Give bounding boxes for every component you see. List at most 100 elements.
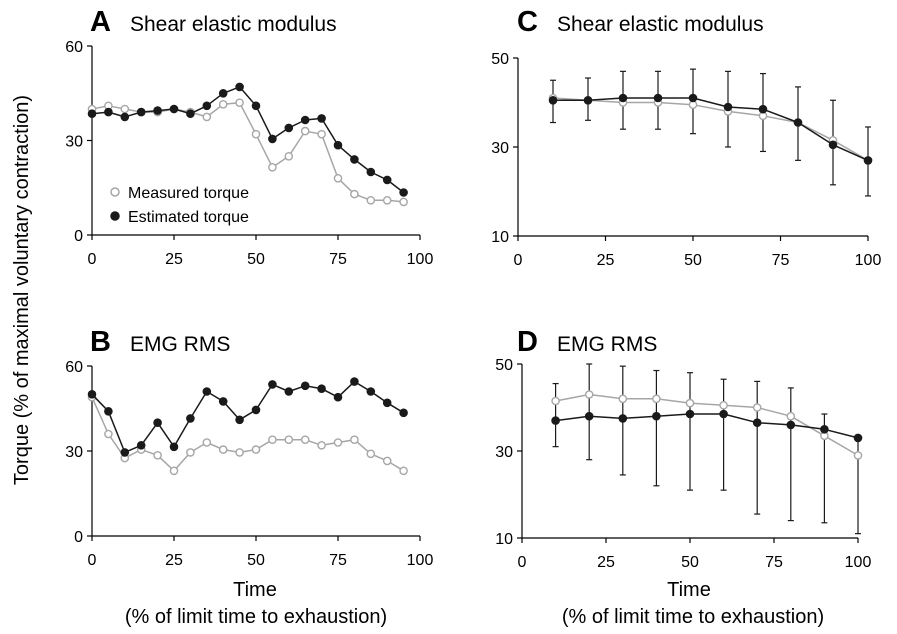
panel-a-estimated-point	[251, 101, 261, 111]
panel-b-letter: B	[90, 326, 111, 358]
panel-c-estimated-point	[548, 96, 558, 105]
panel-a-x-tick-label: 50	[247, 251, 265, 268]
panel-b-measured-point	[218, 445, 228, 454]
panel-d-measured-point	[652, 394, 661, 404]
panel-d-y-tick-label: 30	[495, 444, 513, 461]
panel-b-estimated-point	[366, 387, 376, 396]
panel-d-x-tick-label: 100	[845, 554, 872, 571]
panel-a-estimated-point	[317, 114, 326, 123]
panel-b-estimated-point	[218, 397, 228, 406]
panel-b-measured-point	[300, 435, 310, 445]
panel-a-estimated-point	[104, 107, 113, 117]
panel-a-measured-point	[284, 151, 294, 161]
legend-label-measured: Measured torque	[128, 185, 249, 202]
panel-b-plot: 0 30 60 0 25 50 75 100	[65, 359, 433, 569]
panel-b-y-tick-label: 0	[74, 529, 83, 546]
x-axis-label-right: Time	[667, 579, 711, 601]
panel-b-estimated-point	[169, 442, 179, 452]
panel-c-estimated-point	[583, 96, 593, 105]
panel-d-estimated-point	[618, 414, 628, 423]
panel-d-measured-point	[853, 451, 863, 460]
panel-a-estimated-line	[91, 86, 405, 194]
panel-a-estimated-point	[202, 101, 212, 111]
panel-a-estimated-point	[136, 107, 146, 117]
panel-b-measured-point	[333, 438, 343, 447]
panel-a-measured-point	[120, 104, 130, 114]
panel-b-estimated-point	[399, 408, 408, 418]
panel-b-estimated-point	[87, 389, 97, 399]
panel-b-title: EMG RMS	[130, 333, 230, 356]
panel-a-measured-point	[350, 189, 359, 199]
panel-b-estimated-point	[317, 384, 326, 394]
panel-a-measured-point	[218, 100, 228, 109]
panel-d-measured-point	[551, 396, 560, 406]
panel-a-estimated-point	[350, 155, 359, 164]
panel-b-estimated-point	[350, 377, 359, 386]
panel-d-estimated-point	[584, 411, 594, 421]
panel-a-estimated-point	[169, 104, 179, 114]
panel-c-estimated-point	[758, 104, 768, 114]
panel-b-x-tick-label: 100	[407, 552, 434, 569]
panel-b-measured-point	[235, 448, 244, 457]
panel-c-estimated-point	[863, 156, 873, 165]
panel-d-estimated-point	[853, 433, 863, 443]
panel-d-x-tick-label: 0	[518, 554, 527, 571]
panel-b-estimated-point	[104, 406, 113, 416]
panel-c-y-tick-label: 50	[491, 51, 509, 68]
panel-b-measured-point	[399, 466, 408, 476]
panel-c-estimated-point	[828, 140, 838, 150]
panel-d-measured-point	[719, 400, 728, 410]
panel-a-estimated-point	[218, 89, 228, 98]
panel-d-plot: 10 30 50 0 25 50 75 100	[495, 357, 871, 571]
panel-a-measured-point	[399, 197, 408, 207]
panel-a-estimated-point	[87, 109, 97, 118]
y-axis-label: Torque (% of maximal voluntary contracti…	[11, 95, 33, 485]
x-axis-sublabel-left: (% of limit time to exhaustion)	[125, 606, 387, 628]
panel-a-title: Shear elastic modulus	[130, 13, 337, 36]
panel-b-measured-line	[91, 396, 404, 472]
panel-a-measured-point	[268, 162, 277, 172]
panel-d-title: EMG RMS	[557, 333, 657, 356]
panel-c-plot: 10 30 50 0 25 50 75 100	[491, 51, 881, 269]
panel-c-estimated-point	[618, 93, 628, 103]
panel-c-estimated-line	[553, 97, 869, 162]
panel-d-estimated-point	[652, 411, 661, 421]
panel-b-measured-point	[366, 449, 376, 459]
panel-a-measured-point	[333, 173, 343, 183]
panel-b-estimated-point	[268, 380, 277, 389]
panel-a-measured-point	[251, 129, 261, 139]
panel-b-estimated-point	[251, 405, 261, 415]
panel-c-estimated-point	[653, 93, 663, 103]
panel-a-estimated-point	[186, 109, 195, 118]
panel-a-measured-point	[382, 195, 392, 205]
panel-b-measured-point	[284, 435, 294, 445]
panel-b-y-tick-label: 60	[65, 359, 83, 376]
panel-c-x-tick-label: 50	[684, 252, 702, 269]
panel-c-x-tick-label: 100	[855, 252, 882, 269]
panel-a-x-tick-label: 100	[407, 251, 434, 268]
panel-a-estimated-point	[120, 112, 130, 122]
panel-c-title: Shear elastic modulus	[557, 13, 764, 36]
panel-b-measured-point	[104, 429, 113, 439]
panel-d-x-tick-label: 25	[597, 554, 615, 571]
panel-c-estimated-point	[688, 93, 698, 103]
panel-c-letter: C	[517, 6, 538, 38]
panel-d-x-tick-label: 75	[765, 554, 783, 571]
panel-d-measured-point	[584, 390, 594, 399]
panel-b-measured-point	[169, 466, 179, 476]
panel-a-estimated-point	[399, 188, 408, 197]
panel-c-estimated-point	[723, 102, 733, 112]
panel-d-measured-point	[786, 411, 796, 421]
panel-a-measured-point	[366, 195, 376, 205]
panel-b-measured-point	[251, 445, 261, 454]
panel-c-x-tick-label: 75	[772, 252, 790, 269]
panel-a-estimated-point	[284, 123, 294, 133]
x-axis-sublabel-right: (% of limit time to exhaustion)	[562, 606, 824, 628]
panel-d-estimated-point	[685, 409, 695, 419]
panel-d-measured-point	[618, 394, 628, 404]
panel-d-estimated-point	[719, 409, 728, 419]
panel-a-estimated-point	[366, 167, 376, 177]
panel-b-measured-point	[202, 438, 212, 447]
panel-a-y-tick-label: 60	[65, 39, 83, 56]
